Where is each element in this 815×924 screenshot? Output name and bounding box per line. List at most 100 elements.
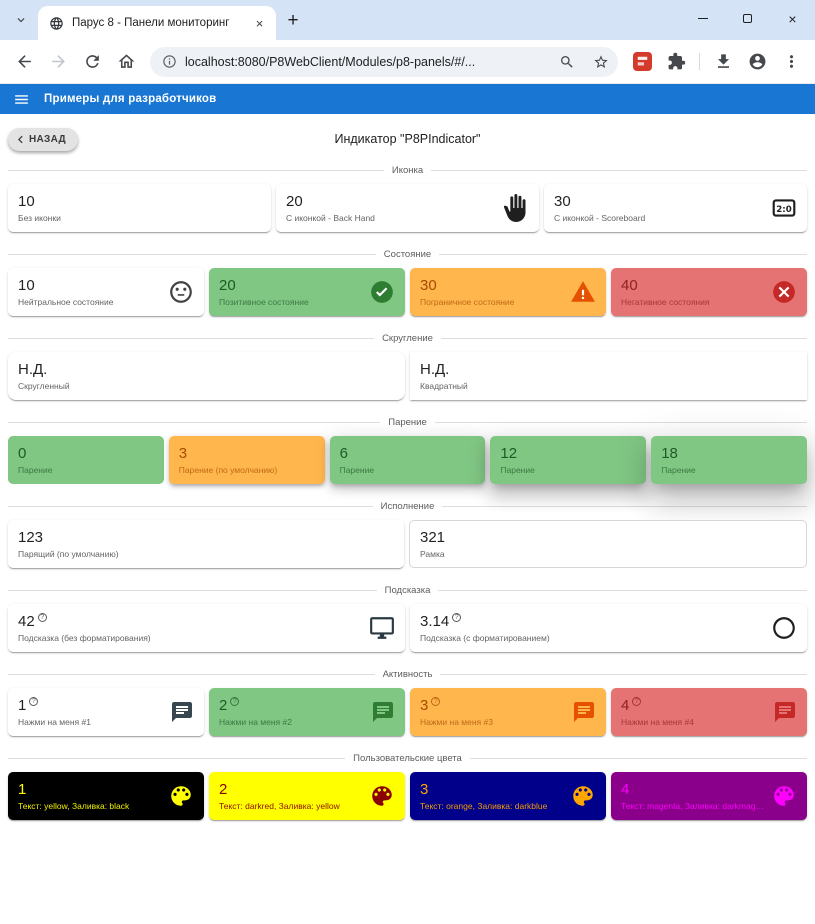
- section-label: Пользовательские цвета: [353, 753, 462, 764]
- puzzle-icon: [667, 52, 686, 71]
- section-state: 10 Нейтральное состояние 20 Позитивное с…: [8, 268, 807, 316]
- browser-tab[interactable]: Парус 8 - Панели мониторинг ×: [38, 6, 276, 40]
- indicator-label: С иконкой - Scoreboard: [554, 212, 646, 223]
- chevron-down-icon: [14, 13, 28, 27]
- reload-button[interactable]: [76, 46, 108, 78]
- star-icon: [593, 54, 609, 70]
- profile-button[interactable]: [741, 46, 773, 78]
- indicator-value: 321: [420, 529, 446, 547]
- indicator-value: Н.Д.: [18, 361, 48, 379]
- section-divider-tooltip: Подсказка: [8, 585, 807, 596]
- browser-toolbar: localhost:8080/P8WebClient/Modules/p8-pa…: [0, 40, 815, 84]
- hamburger-menu-button[interactable]: [12, 90, 30, 108]
- maximize-icon: [743, 14, 752, 23]
- indicator-card: 10 Нейтральное состояние: [8, 268, 204, 316]
- section-label: Исполнение: [380, 501, 435, 512]
- indicator-card: 18 Парение: [651, 436, 807, 484]
- search-icon: [559, 54, 575, 70]
- window-controls: ×: [680, 0, 815, 37]
- indicator-label: Позитивное состояние: [219, 296, 309, 307]
- back-button[interactable]: [8, 46, 40, 78]
- indicator-label: Парящий (по умолчанию): [18, 548, 119, 559]
- window-maximize-button[interactable]: [725, 0, 770, 37]
- indicator-label: Парение (по умолчанию): [178, 464, 278, 475]
- indicator-value: 123: [18, 529, 44, 547]
- section-label: Подсказка: [384, 585, 431, 596]
- extensions-menu-button[interactable]: [660, 46, 692, 78]
- arrow-left-icon: [15, 52, 34, 71]
- indicator-label: Текст: magenta, Заливка: darkmagenta: [621, 800, 765, 811]
- tab-title: Парус 8 - Панели мониторинг: [72, 17, 230, 29]
- indicator-label: Подсказка (с форматированием): [420, 632, 550, 643]
- address-bar[interactable]: localhost:8080/P8WebClient/Modules/p8-pa…: [150, 46, 618, 77]
- chat-icon: [170, 700, 194, 724]
- help-icon: ?: [431, 697, 441, 707]
- indicator-value: 10: [18, 277, 35, 295]
- url-text: localhost:8080/P8WebClient/Modules/p8-pa…: [185, 54, 476, 69]
- section-custom-colors: 1 Текст: yellow, Заливка: black 2 Текст:…: [8, 772, 807, 820]
- clickable-indicator-card[interactable]: 3? Нажми на меня #3: [410, 688, 606, 736]
- indicator-card: 3.14? Подсказка (с форматированием): [410, 604, 807, 652]
- arrow-right-icon: [49, 52, 68, 71]
- site-info-icon[interactable]: [162, 54, 177, 69]
- clickable-indicator-card[interactable]: 2? Нажми на меня #2: [209, 688, 405, 736]
- section-label: Состояние: [383, 249, 432, 260]
- globe-favicon-icon: [49, 16, 64, 31]
- bookmark-button[interactable]: [588, 49, 614, 75]
- browser-menu-button[interactable]: [775, 46, 807, 78]
- indicator-label: Текст: orange, Заливка: darkblue: [420, 800, 548, 811]
- help-icon: ?: [29, 697, 39, 707]
- warning-icon: [570, 279, 596, 305]
- indicator-card: 1 Текст: yellow, Заливка: black: [8, 772, 204, 820]
- section-divider-elevation: Парение: [8, 417, 807, 428]
- section-label: Иконка: [391, 165, 424, 176]
- chat-icon: [572, 700, 596, 724]
- extension-button[interactable]: [626, 46, 658, 78]
- tab-search-button[interactable]: [8, 7, 34, 33]
- indicator-label: Текст: darkred, Заливка: yellow: [219, 800, 340, 811]
- toolbar-divider: [699, 53, 700, 70]
- indicator-label: Парение: [18, 464, 53, 475]
- indicator-label: Без иконки: [18, 212, 61, 223]
- section-label: Скругление: [382, 333, 433, 344]
- page-header: Индикатор "P8PIndicator" НАЗАД: [8, 123, 807, 155]
- indicator-label: Нажми на меня #1: [18, 716, 91, 727]
- zoom-button[interactable]: [554, 49, 580, 75]
- indicator-value: 3.14: [420, 613, 450, 631]
- indicator-label: Негативное состояния: [621, 296, 710, 307]
- section-icon: 10 Без иконки 20 С иконкой - Back Hand 3…: [8, 184, 807, 232]
- indicator-label: С иконкой - Back Hand: [286, 212, 375, 223]
- cancel-icon: [771, 279, 797, 305]
- section-tooltip: 42? Подсказка (без форматирования) 3.14?…: [8, 604, 807, 652]
- indicator-value: 4: [621, 697, 630, 715]
- section-divider-variant: Исполнение: [8, 501, 807, 512]
- indicator-value: 20: [286, 193, 303, 211]
- back-hand-icon: [501, 194, 529, 222]
- help-icon: ?: [632, 697, 642, 707]
- indicator-label: Парение: [500, 464, 535, 475]
- indicator-label: Подсказка (без форматирования): [18, 632, 151, 643]
- clickable-indicator-card[interactable]: 1? Нажми на меня #1: [8, 688, 204, 736]
- indicator-value: 20: [219, 277, 236, 295]
- new-tab-button[interactable]: +: [287, 10, 299, 31]
- back-nav-button[interactable]: НАЗАД: [8, 127, 78, 151]
- indicator-label: Текст: yellow, Заливка: black: [18, 800, 130, 811]
- indicator-value: 18: [661, 445, 678, 463]
- indicator-label: Парение: [661, 464, 696, 475]
- home-button[interactable]: [110, 46, 142, 78]
- indicator-value: 3: [420, 697, 429, 715]
- section-elevation: 0 Парение 3 Парение (по умолчанию) 6 Пар…: [8, 436, 807, 484]
- window-minimize-button[interactable]: [680, 0, 725, 37]
- section-divider-activity: Активность: [8, 669, 807, 680]
- indicator-card: 12 Парение: [490, 436, 647, 484]
- palette-icon: [369, 783, 395, 809]
- downloads-button[interactable]: [707, 46, 739, 78]
- section-variant: 123 Парящий (по умолчанию) 321 Рамка: [8, 520, 807, 568]
- section-divider-state: Состояние: [8, 249, 807, 260]
- check-circle-icon: [369, 279, 395, 305]
- forward-button[interactable]: [42, 46, 74, 78]
- tab-close-button[interactable]: ×: [255, 15, 264, 31]
- indicator-value: 3: [178, 445, 188, 463]
- clickable-indicator-card[interactable]: 4? Нажми на меня #4: [611, 688, 807, 736]
- window-close-button[interactable]: ×: [788, 10, 797, 27]
